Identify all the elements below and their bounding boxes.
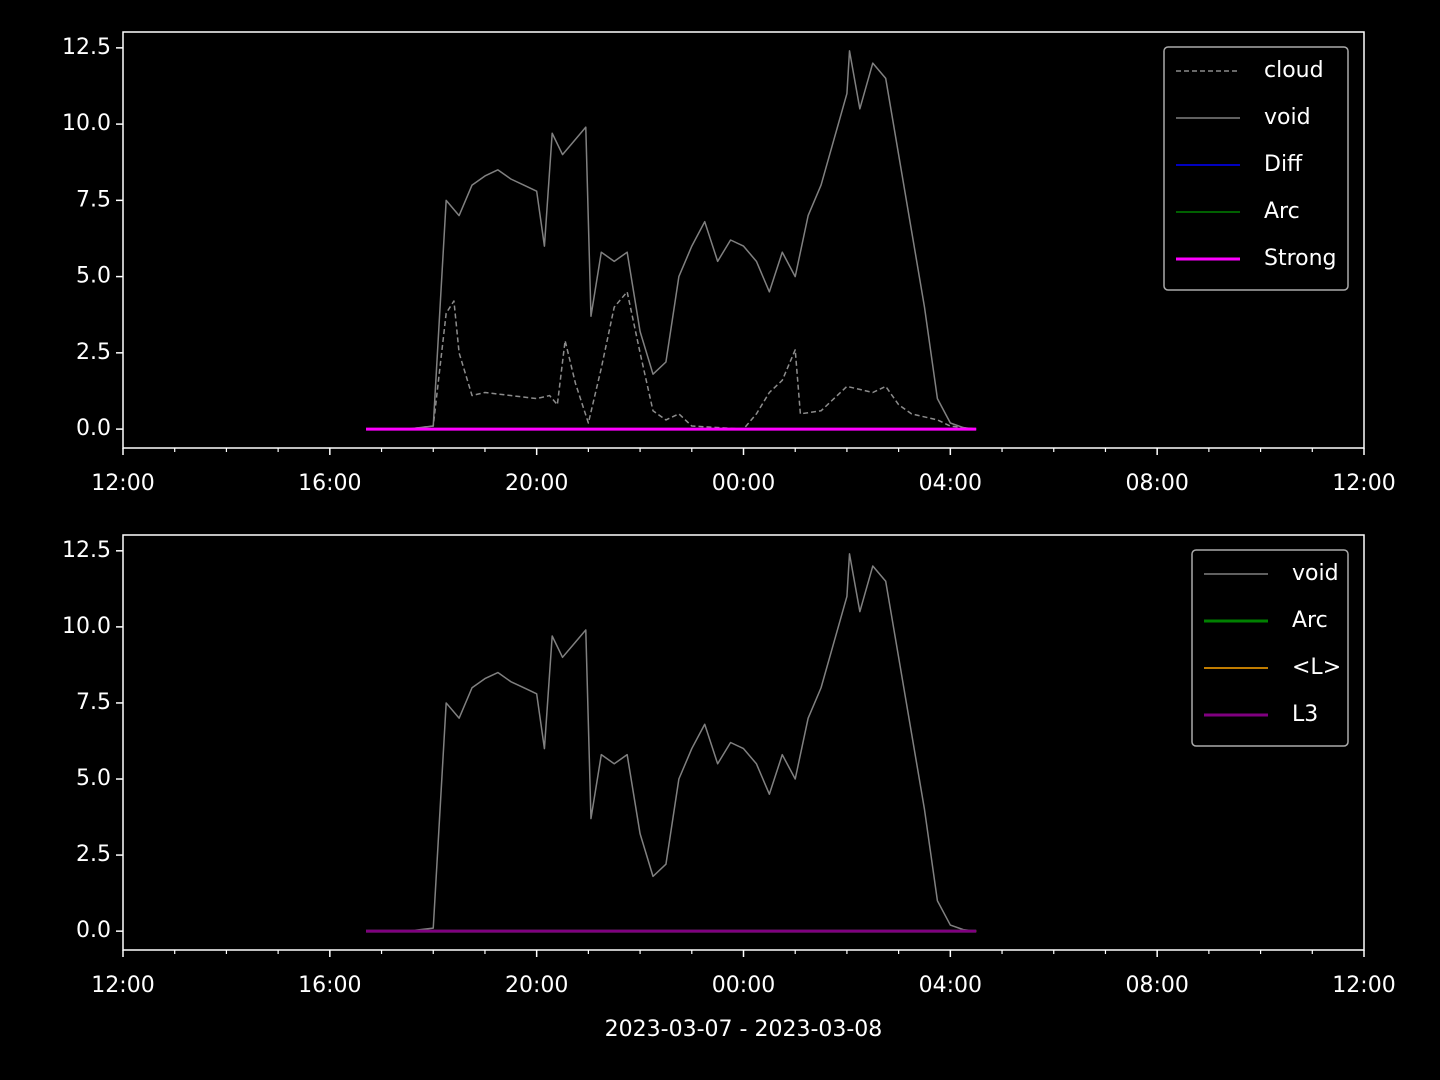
series-line [366,291,977,430]
x-tick-label: 12:00 [91,973,154,998]
x-tick-label: 16:00 [298,471,361,496]
y-tick-label: 0.0 [76,416,111,441]
x-tick-label: 20:00 [505,973,568,998]
x-tick-label: 04:00 [919,471,982,496]
y-tick-label: 2.5 [76,842,111,867]
y-tick-label: 12.5 [62,538,111,563]
y-tick-label: 12.5 [62,35,111,60]
x-tick-label: 08:00 [1125,471,1188,496]
x-tick-label: 12:00 [1332,471,1395,496]
y-tick-label: 10.0 [62,111,111,136]
x-tick-label: 08:00 [1125,973,1188,998]
legend-label: <L> [1292,655,1341,680]
legend-label: Arc [1292,608,1328,633]
legend-label: Arc [1264,199,1300,224]
x-tick-label: 00:00 [712,471,775,496]
series-line [366,50,977,430]
x-tick-label: 12:00 [91,471,154,496]
y-tick-label: 5.0 [76,766,111,791]
y-tick-label: 0.0 [76,918,111,943]
x-tick-label: 04:00 [919,973,982,998]
y-tick-label: 7.5 [76,187,111,212]
x-tick-label: 20:00 [505,471,568,496]
y-tick-label: 7.5 [76,690,111,715]
legend-frame [1191,549,1349,747]
x-tick-label: 12:00 [1332,973,1395,998]
legend: void Arc <L> L3 [1191,549,1349,747]
x-axis-label: 2023-03-07 - 2023-03-08 [605,1017,883,1042]
legend-label: Diff [1264,152,1303,177]
y-tick-label: 5.0 [76,264,111,289]
legend-label: L3 [1292,702,1318,727]
legend-label: void [1292,561,1339,586]
x-tick-label: 00:00 [712,973,775,998]
legend-label: void [1264,105,1311,130]
legend: cloud void Diff Arc Strong [1163,46,1349,291]
legend-label: Strong [1264,246,1337,271]
x-tick-label: 16:00 [298,973,361,998]
legend-frame [1163,46,1349,291]
series-line [366,553,977,932]
legend-label: cloud [1264,58,1324,83]
y-tick-label: 10.0 [62,614,111,639]
y-tick-label: 2.5 [76,340,111,365]
